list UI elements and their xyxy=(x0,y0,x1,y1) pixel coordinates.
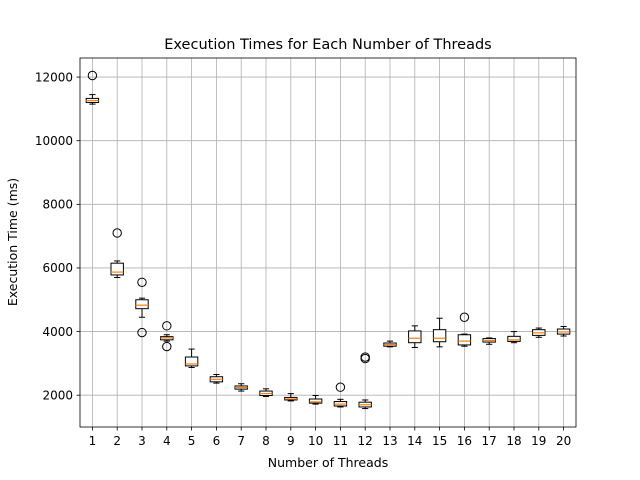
box-group xyxy=(259,388,273,397)
box-group xyxy=(234,383,248,392)
box-group xyxy=(284,393,298,402)
grid xyxy=(80,58,576,427)
outlier-point xyxy=(162,321,172,331)
box-group xyxy=(333,382,348,408)
outlier-point xyxy=(459,312,470,322)
box-group xyxy=(135,277,149,338)
y-tick-label: 10000 xyxy=(35,134,73,148)
y-tick-label: 2000 xyxy=(42,388,73,402)
x-tick-label: 8 xyxy=(262,434,270,448)
x-tick-label: 19 xyxy=(531,434,546,448)
box-group xyxy=(110,228,124,278)
box-group xyxy=(308,395,323,405)
box-group xyxy=(358,352,372,410)
x-tick-label: 13 xyxy=(382,434,397,448)
outlier-point xyxy=(87,70,98,81)
box xyxy=(507,335,521,342)
box-group xyxy=(184,348,199,369)
y-tick-label: 12000 xyxy=(35,70,73,84)
x-tick-label: 14 xyxy=(407,434,422,448)
x-tick-label: 10 xyxy=(308,434,323,448)
x-tick-label: 16 xyxy=(457,434,472,448)
box-group xyxy=(556,325,571,337)
outlier-point xyxy=(162,341,172,352)
box-group xyxy=(160,321,174,352)
box-group xyxy=(532,327,546,338)
box-group xyxy=(408,325,422,348)
box xyxy=(432,329,447,343)
outlier-point xyxy=(335,382,346,392)
box-group xyxy=(85,70,100,105)
x-tick-label: 3 xyxy=(138,434,146,448)
box xyxy=(135,299,149,310)
box-group xyxy=(383,340,397,348)
box xyxy=(184,356,199,367)
y-tick-label: 4000 xyxy=(42,325,73,339)
x-tick-label: 20 xyxy=(556,434,571,448)
plot-frame xyxy=(79,57,577,428)
y-axis: 2000 4000 6000 8000 10000 12000 xyxy=(35,70,80,402)
box xyxy=(457,334,472,346)
box-group xyxy=(209,374,224,384)
box-group xyxy=(432,317,447,348)
x-tick-label: 18 xyxy=(506,434,521,448)
x-tick-label: 17 xyxy=(482,434,497,448)
x-tick-label: 4 xyxy=(163,434,171,448)
chart-title: Execution Times for Each Number of Threa… xyxy=(164,37,491,53)
x-tick-label: 15 xyxy=(432,434,447,448)
x-tick-label: 12 xyxy=(358,434,373,448)
x-tick-label: 11 xyxy=(333,434,348,448)
x-axis: 1 2 3 4 5 6 7 8 9 10 11 12 13 14 15 16 17 18 19 20 xyxy=(89,427,571,448)
x-axis-label: Number of Threads xyxy=(268,455,388,470)
box xyxy=(110,262,124,276)
x-tick-label: 9 xyxy=(287,434,295,448)
y-axis-label: Execution Time (ms) xyxy=(5,178,20,306)
boxes xyxy=(85,70,571,410)
y-tick-label: 6000 xyxy=(42,261,73,275)
box-group xyxy=(507,331,521,344)
box xyxy=(408,330,422,344)
box-group xyxy=(457,312,472,347)
outlier-point xyxy=(360,353,370,364)
x-tick-label: 5 xyxy=(188,434,196,448)
outlier-point xyxy=(137,277,147,287)
outlier-point xyxy=(137,327,147,338)
y-tick-label: 8000 xyxy=(42,198,73,212)
outlier-point xyxy=(112,228,122,238)
x-tick-label: 6 xyxy=(213,434,221,448)
box xyxy=(308,398,323,404)
x-tick-label: 1 xyxy=(89,434,97,448)
x-tick-label: 2 xyxy=(113,434,121,448)
x-tick-label: 7 xyxy=(237,434,245,448)
box-group xyxy=(482,337,496,345)
